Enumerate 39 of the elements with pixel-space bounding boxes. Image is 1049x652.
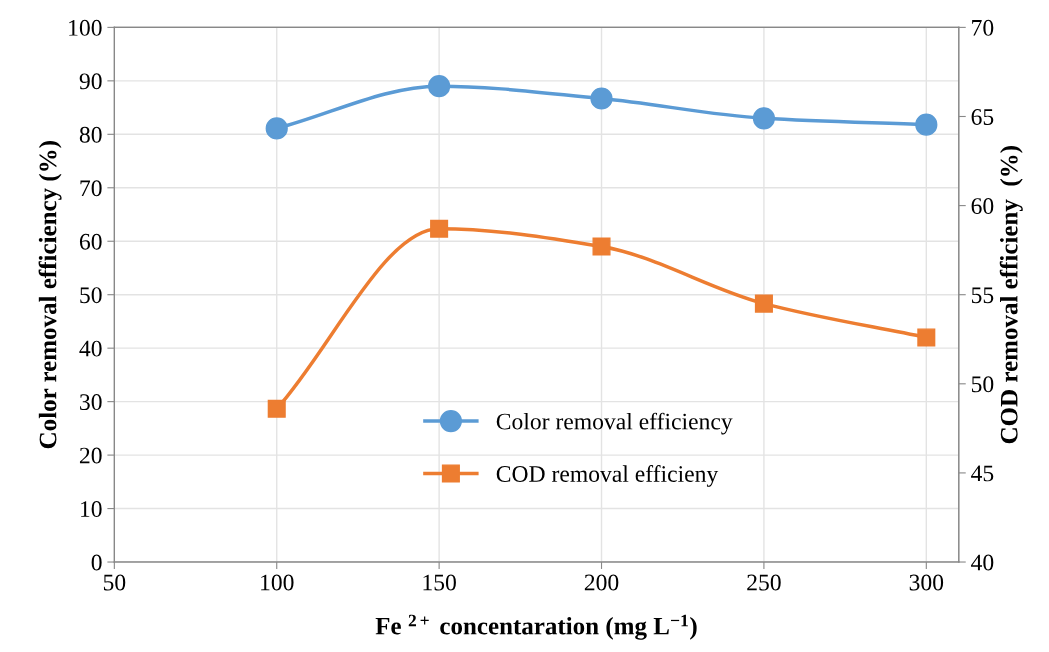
point	[915, 113, 938, 136]
x-tick-label: 300	[909, 574, 944, 591]
y2-tick-label: 70	[972, 19, 994, 36]
y2-tick-label: 55	[971, 287, 994, 304]
legend-label: COD removal efficieny	[496, 465, 719, 487]
y2-tick-label: 60	[971, 198, 994, 215]
x-tick-label: 100	[261, 574, 294, 591]
y2-tick-label: 45	[971, 465, 994, 482]
point	[267, 399, 286, 418]
point	[428, 75, 451, 98]
point	[752, 107, 776, 130]
y2-axis-title: COD removal efficieny (%)	[999, 146, 1023, 444]
y-tick-label: 80	[79, 126, 102, 143]
y2-tick-label: 65	[971, 109, 994, 125]
x-tick-label: 200	[584, 574, 619, 591]
x-tick-label: 250	[747, 574, 781, 591]
y-axis-title: Color removal efficiency (%)	[38, 141, 62, 449]
point	[265, 117, 288, 140]
y-tick-label: 50	[80, 287, 102, 304]
point	[590, 87, 613, 110]
y-tick-label: 90	[79, 73, 102, 90]
legend-label: Color removal efficiency	[496, 412, 733, 435]
y-tick-label: 0	[91, 554, 102, 571]
x-tick-label: 50	[103, 574, 126, 591]
y-tick-label: 10	[81, 501, 102, 517]
y-tick-label: 70	[80, 180, 102, 197]
point	[592, 237, 611, 256]
y-tick-label: 30	[80, 394, 102, 411]
point	[430, 219, 449, 238]
y-tick-label: 20	[79, 447, 102, 464]
x-tick-label: 150	[423, 574, 456, 591]
y2-tick-label: 40	[971, 554, 994, 571]
y-tick-label: 100	[69, 19, 102, 36]
y2-tick-label: 50	[971, 376, 994, 393]
point	[754, 294, 773, 313]
y-tick-label: 60	[79, 233, 102, 250]
y-tick-label: 40	[79, 340, 102, 357]
point	[917, 328, 936, 347]
x-axis-title: Fe $^{2+}$ concentaration (mg L$^{−1}$)	[375, 614, 697, 640]
